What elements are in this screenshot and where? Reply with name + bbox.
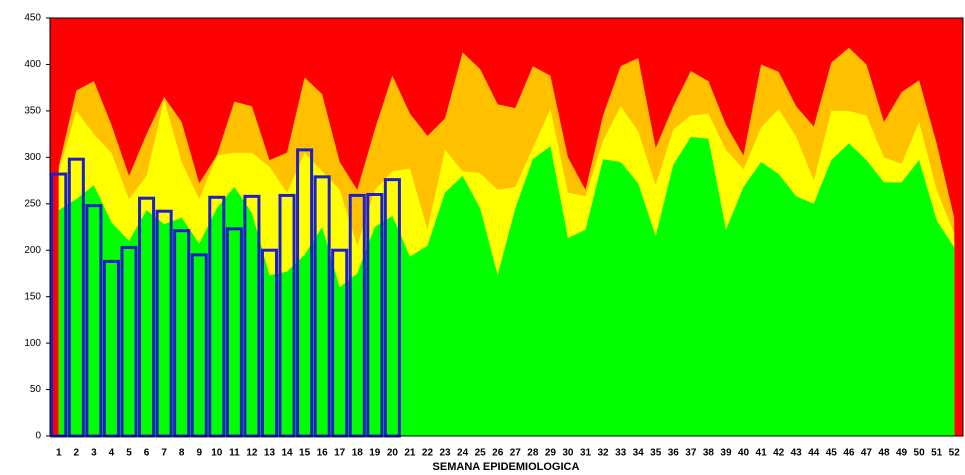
x-tick-label: 28 bbox=[527, 448, 539, 459]
x-tick-label: 40 bbox=[738, 448, 750, 459]
y-tick-label: 100 bbox=[24, 338, 41, 349]
x-tick-label: 11 bbox=[229, 448, 240, 459]
x-tick-label: 7 bbox=[161, 448, 167, 459]
x-tick-label: 25 bbox=[475, 448, 487, 459]
x-tick-label: 19 bbox=[369, 448, 381, 459]
x-tick-label: 41 bbox=[756, 448, 768, 459]
x-tick-label: 46 bbox=[843, 448, 855, 459]
x-tick-label: 32 bbox=[598, 448, 610, 459]
area bbox=[58, 136, 955, 437]
y-tick-label: 50 bbox=[30, 384, 42, 395]
x-tick-label: 3 bbox=[91, 448, 97, 459]
y-tick-label: 300 bbox=[24, 152, 41, 163]
x-tick-label: 49 bbox=[896, 448, 908, 459]
x-tick-label: 47 bbox=[861, 448, 873, 459]
x-tick-label: 37 bbox=[685, 448, 697, 459]
x-tick-label: 4 bbox=[109, 448, 115, 459]
x-tick-label: 13 bbox=[264, 448, 276, 459]
x-tick-label: 21 bbox=[404, 448, 416, 459]
x-tick-label: 16 bbox=[317, 448, 329, 459]
x-tick-label: 36 bbox=[668, 448, 680, 459]
x-tick-label: 5 bbox=[126, 448, 132, 459]
x-tick-label: 35 bbox=[650, 448, 662, 459]
y-tick-label: 200 bbox=[24, 245, 41, 256]
y-tick-label: 400 bbox=[24, 59, 41, 70]
x-tick-label: 23 bbox=[439, 448, 451, 459]
x-tick-label: 31 bbox=[580, 448, 592, 459]
y-tick-label: 150 bbox=[24, 291, 41, 302]
x-tick-label: 8 bbox=[179, 448, 185, 459]
x-tick-label: 22 bbox=[422, 448, 434, 459]
x-tick-label: 27 bbox=[510, 448, 522, 459]
x-tick-label: 15 bbox=[299, 448, 311, 459]
x-tick-label: 33 bbox=[615, 448, 627, 459]
x-tick-label: 51 bbox=[931, 448, 943, 459]
x-tick-label: 29 bbox=[545, 448, 557, 459]
x-tick-label: 20 bbox=[387, 448, 399, 459]
x-tick-label: 43 bbox=[791, 448, 803, 459]
x-tick-label: 42 bbox=[773, 448, 785, 459]
y-tick-label: 250 bbox=[24, 198, 41, 209]
x-tick-label: 1 bbox=[56, 448, 62, 459]
x-tick-label: 50 bbox=[914, 448, 926, 459]
x-tick-label: 18 bbox=[352, 448, 364, 459]
x-tick-label: 2 bbox=[74, 448, 80, 459]
plot-border bbox=[49, 17, 964, 437]
x-tick-label: 44 bbox=[808, 448, 820, 459]
x-tick-label: 10 bbox=[211, 448, 223, 459]
y-tick-label: 0 bbox=[35, 431, 41, 442]
x-tick-label: 45 bbox=[826, 448, 838, 459]
x-tick-label: 39 bbox=[720, 448, 732, 459]
x-tick-label: 38 bbox=[703, 448, 715, 459]
x-tick-label: 26 bbox=[492, 448, 504, 459]
x-tick-label: 52 bbox=[949, 448, 961, 459]
x-tick-label: 17 bbox=[334, 448, 346, 459]
y-tick-label: 450 bbox=[24, 13, 41, 24]
x-tick-label: 30 bbox=[562, 448, 574, 459]
x-tick-label: 14 bbox=[281, 448, 293, 459]
x-axis-title: SEMANA EPIDEMIOLOGICA bbox=[433, 461, 580, 473]
y-tick-label: 350 bbox=[24, 106, 41, 117]
x-tick-label: 48 bbox=[878, 448, 890, 459]
x-tick-label: 24 bbox=[457, 448, 469, 459]
x-tick-label: 6 bbox=[144, 448, 150, 459]
x-tick-label: 34 bbox=[633, 448, 645, 459]
x-tick-label: 12 bbox=[246, 448, 258, 459]
x-tick-label: 9 bbox=[196, 448, 202, 459]
